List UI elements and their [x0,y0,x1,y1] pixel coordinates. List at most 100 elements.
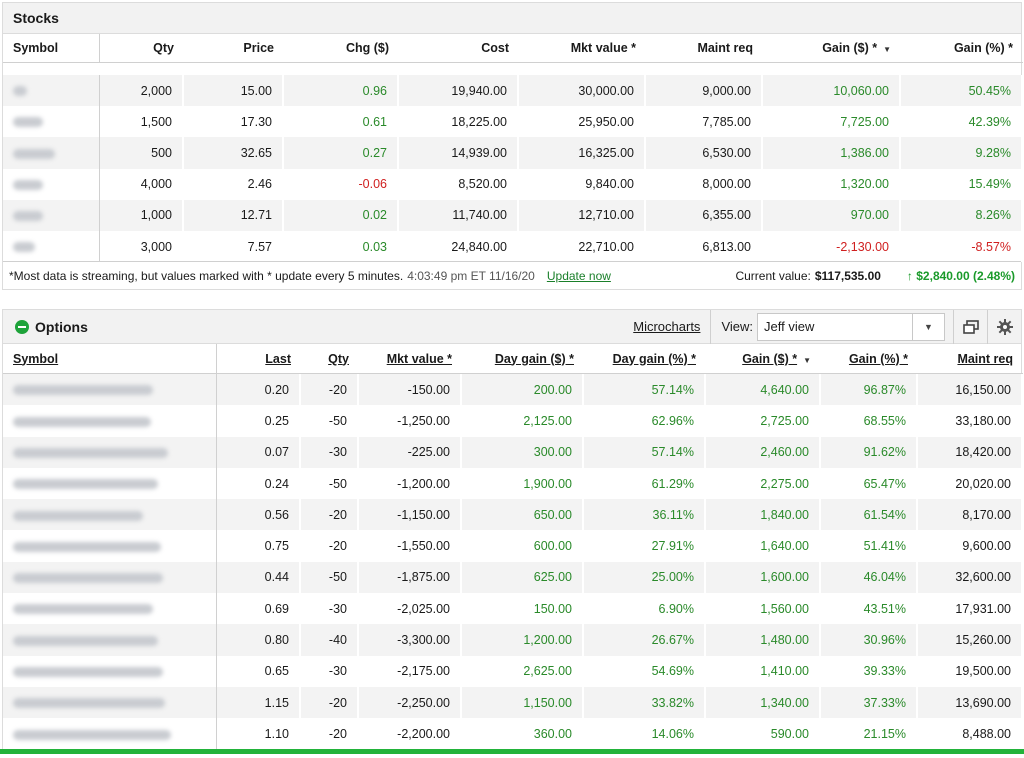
col-gain-pct[interactable]: Gain (%) * [821,344,918,374]
col-gain[interactable]: Gain ($) * ▼ [706,344,821,374]
microcharts-link[interactable]: Microcharts [633,309,712,344]
redacted-symbol[interactable] [13,242,35,253]
col-day-gain-pct[interactable]: Day gain (%) * [584,344,706,374]
col-symbol[interactable]: Symbol [3,34,100,63]
cell-mkt-value: -3,300.00 [359,624,462,656]
col-qty[interactable]: Qty [301,344,359,374]
redacted-symbol[interactable] [13,573,163,584]
table-row[interactable]: 0.07 -30 -225.00 300.00 57.14% 2,460.00 91.62%… [3,436,1023,468]
table-row[interactable]: 0.56 -20 -1,150.00 650.00 36.11% 1,840.00 61.5… [3,499,1023,531]
cell-gain: 1,560.00 [706,593,821,625]
cell-day-gain: 2,625.00 [462,655,584,687]
gear-icon [996,318,1013,335]
table-row[interactable]: 0.65 -30 -2,175.00 2,625.00 54.69% 1,410.00 39… [3,655,1023,687]
redacted-symbol[interactable] [13,385,153,396]
cell-symbol[interactable] [3,499,217,531]
table-row[interactable]: 1.15 -20 -2,250.00 1,150.00 33.82% 1,340.00 37… [3,686,1023,719]
redacted-symbol[interactable] [13,667,163,678]
col-day-gain[interactable]: Day gain ($) * [462,344,584,374]
settings-button[interactable] [987,309,1021,344]
popout-button[interactable] [953,309,987,344]
table-row[interactable]: 0.20 -20 -150.00 200.00 57.14% 4,640.00 96.87%… [3,374,1023,406]
redacted-symbol[interactable] [13,510,143,521]
table-row[interactable]: 0.69 -30 -2,025.00 150.00 6.90% 1,560.00 43.51… [3,593,1023,625]
table-row[interactable]: 0.25 -50 -1,250.00 2,125.00 62.96% 2,725.00 68… [3,405,1023,437]
redacted-symbol[interactable] [13,698,165,709]
table-row[interactable]: 2,000 15.00 0.96 19,940.00 30,000.00 9,000.00… [3,75,1023,107]
col-gain-pct[interactable]: Gain (%) * [901,34,1023,63]
cell-symbol[interactable] [3,405,217,437]
stocks-header-row: Symbol Qty Price Chg ($) Cost Mkt value … [3,34,1023,63]
redacted-symbol[interactable] [13,447,168,458]
redacted-symbol[interactable] [13,211,43,222]
redacted-symbol[interactable] [13,635,158,646]
redacted-symbol[interactable] [13,179,43,190]
cell-symbol[interactable] [3,467,217,500]
redacted-symbol[interactable] [13,729,171,740]
cell-symbol[interactable] [3,106,100,138]
cell-gain: 1,840.00 [706,499,821,531]
cell-maint-req: 6,813.00 [646,230,763,263]
table-row[interactable]: 500 32.65 0.27 14,939.00 16,325.00 6,530.00 1,… [3,137,1023,169]
col-gain[interactable]: Gain ($) * ▼ [763,34,901,63]
col-symbol[interactable]: Symbol [3,344,217,374]
table-row[interactable]: 0.24 -50 -1,200.00 1,900.00 61.29% 2,275.00 65… [3,467,1023,500]
cell-symbol[interactable] [3,374,217,406]
cell-gain: 1,640.00 [706,530,821,562]
cell-price: 15.00 [184,75,284,107]
cell-symbol[interactable] [3,168,100,200]
table-row[interactable]: 0.44 -50 -1,875.00 625.00 25.00% 1,600.00 46.0… [3,561,1023,594]
update-now-link[interactable]: Update now [546,268,611,283]
cell-symbol[interactable] [3,530,217,562]
cell-gain-pct: 8.26% [901,199,1023,231]
table-row[interactable]: 4,000 2.46 -0.06 8,520.00 9,840.00 8,000.00 1,… [3,168,1023,200]
redacted-symbol[interactable] [13,604,153,615]
col-price[interactable]: Price [184,34,284,63]
redacted-symbol[interactable] [13,148,55,159]
cell-symbol[interactable] [3,230,100,263]
cell-symbol[interactable] [3,593,217,625]
redacted-symbol[interactable] [13,541,161,552]
redacted-symbol[interactable] [13,117,43,128]
cell-day-gain-pct: 36.11% [584,499,706,531]
view-select[interactable]: Jeff view ▼ [757,312,945,341]
table-row[interactable]: 0.80 -40 -3,300.00 1,200.00 26.67% 1,480.00 30… [3,624,1023,656]
cell-symbol[interactable] [3,75,100,107]
cell-gain-pct: 51.41% [821,530,918,562]
table-row[interactable]: 1,000 12.71 0.02 11,740.00 12,710.00 6,355.00… [3,199,1023,231]
chevron-down-icon[interactable]: ▼ [912,313,944,340]
table-row[interactable]: 3,000 7.57 0.03 24,840.00 22,710.00 6,813.00-… [3,230,1023,263]
cell-qty: 1,500 [100,106,184,138]
collapse-icon[interactable] [15,319,29,334]
col-last[interactable]: Last [217,344,301,374]
redacted-symbol[interactable] [13,86,27,97]
col-mkt-value[interactable]: Mkt value * [519,34,646,63]
col-maint-req[interactable]: Maint req [646,34,763,63]
cell-last: 1.15 [217,686,301,719]
table-row[interactable]: 1,500 17.30 0.61 18,225.00 25,950.00 7,785.00… [3,106,1023,138]
cell-symbol[interactable] [3,686,217,719]
redacted-symbol[interactable] [13,479,158,490]
table-row[interactable]: 1.10 -20 -2,200.00 360.00 14.06% 590.00 21.15%… [3,718,1023,750]
col-qty[interactable]: Qty [100,34,184,63]
table-row[interactable]: 0.75 -20 -1,550.00 600.00 27.91% 1,640.00 51.4… [3,530,1023,562]
cell-symbol[interactable] [3,718,217,750]
cell-symbol[interactable] [3,137,100,169]
cell-qty: -50 [301,467,359,500]
col-maint-req[interactable]: Maint req [918,344,1023,374]
col-cost[interactable]: Cost [399,34,519,63]
sort-desc-icon[interactable]: ▼ [883,45,891,54]
redacted-symbol[interactable] [13,416,151,427]
cell-symbol[interactable] [3,624,217,656]
cell-symbol[interactable] [3,436,217,468]
sort-desc-icon[interactable]: ▼ [803,355,811,365]
col-mkt-value[interactable]: Mkt value * [359,344,462,374]
cell-symbol[interactable] [3,199,100,231]
cell-symbol[interactable] [3,655,217,687]
cell-day-gain: 1,200.00 [462,624,584,656]
cell-symbol[interactable] [3,561,217,594]
cell-mkt-value: -1,150.00 [359,499,462,531]
cell-qty: -20 [301,499,359,531]
col-chg[interactable]: Chg ($) [284,34,399,63]
cell-gain-pct: 30.96% [821,624,918,656]
